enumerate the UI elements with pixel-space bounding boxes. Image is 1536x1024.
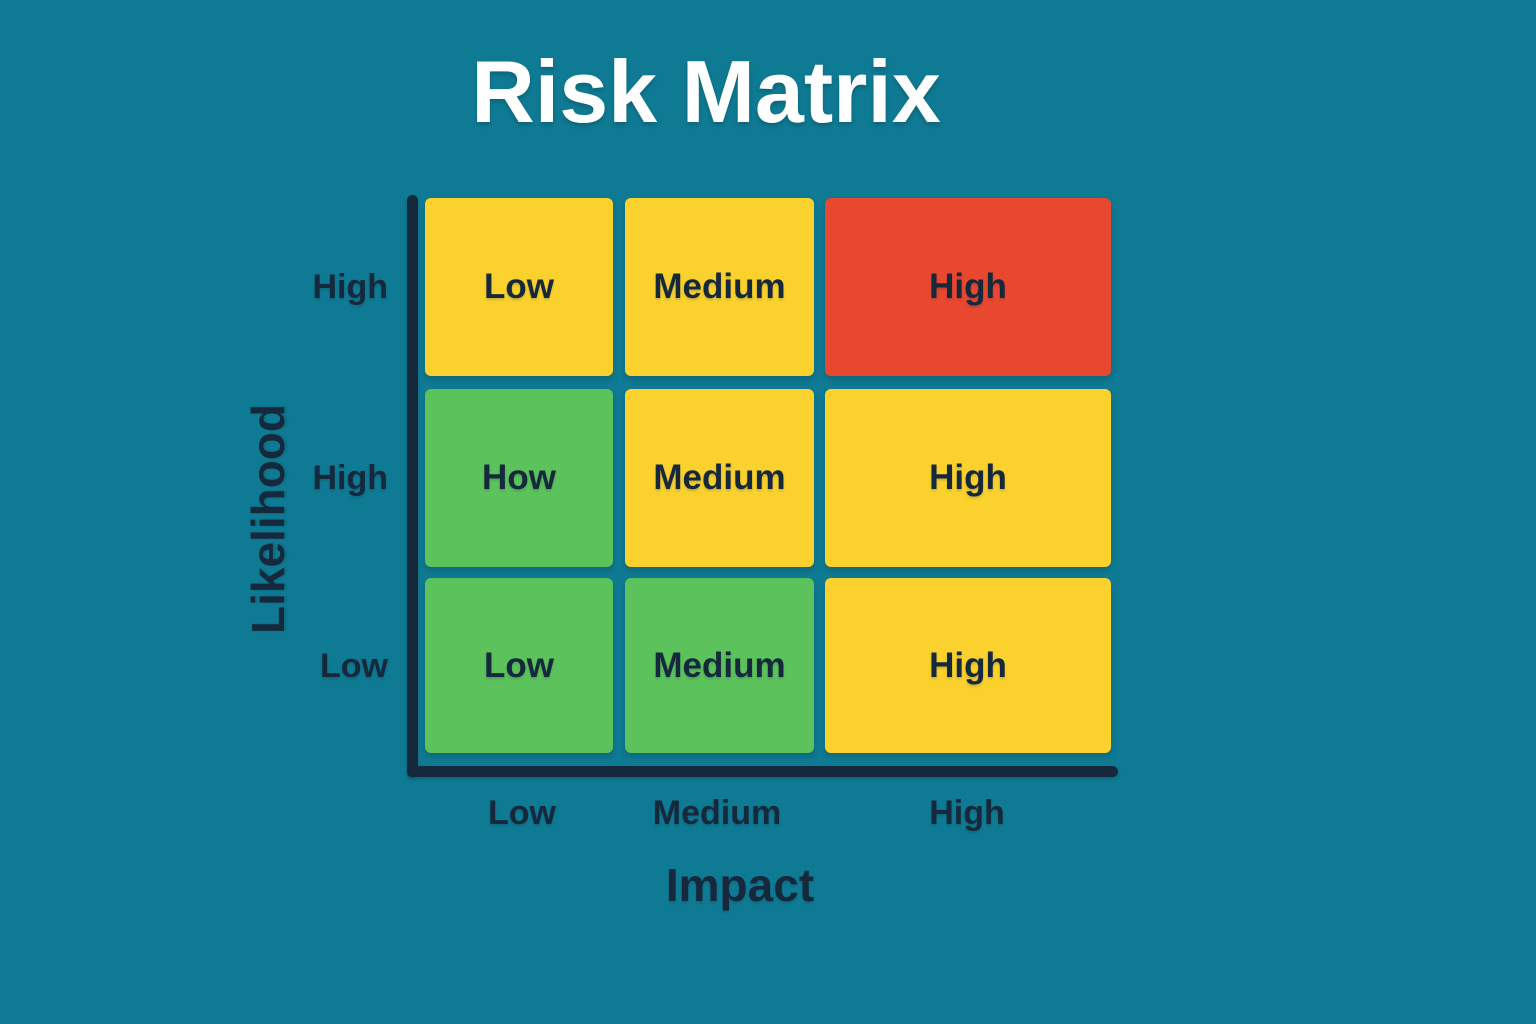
chart-title: Risk Matrix — [471, 42, 941, 141]
x-axis-line — [407, 766, 1118, 777]
matrix-cell-row3-col1: Low — [425, 578, 613, 753]
y-axis-title: Likelihood — [242, 404, 294, 634]
x-tick-label-high: High — [929, 794, 1005, 832]
x-tick-label-low: Low — [488, 794, 556, 832]
matrix-cell-row2-col1: How — [425, 389, 613, 567]
y-tick-label-bottom: Low — [320, 647, 388, 685]
y-tick-label-middle: High — [312, 459, 388, 497]
x-axis-title: Impact — [665, 859, 815, 911]
y-tick-label-top: High — [312, 268, 388, 306]
matrix-cell-row2-col3: High — [825, 389, 1111, 567]
matrix-cell-row3-col3: High — [825, 578, 1111, 753]
matrix-cell-row1-col1: Low — [425, 198, 613, 376]
x-tick-label-medium: Medium — [652, 794, 782, 832]
matrix-cell-row2-col2: Medium — [625, 389, 814, 567]
matrix-cell-row1-col3: High — [825, 198, 1111, 376]
matrix-cell-row3-col2: Medium — [625, 578, 814, 753]
matrix-cell-row1-col2: Medium — [625, 198, 814, 376]
y-axis-line — [407, 195, 418, 777]
